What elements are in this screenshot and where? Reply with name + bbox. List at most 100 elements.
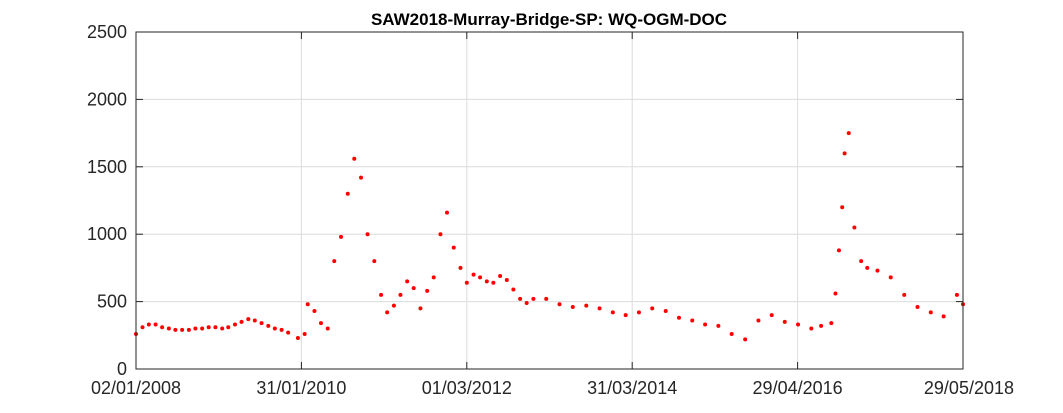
data-point: [318, 321, 323, 326]
data-point: [286, 330, 291, 335]
y-tick-label: 1500: [87, 157, 127, 177]
data-point: [782, 319, 787, 324]
data-point: [146, 322, 151, 327]
data-point: [928, 310, 933, 315]
data-point: [458, 265, 463, 270]
data-point: [213, 325, 218, 330]
data-point: [471, 272, 476, 277]
data-point: [372, 259, 377, 264]
x-tick-label: 29/04/2016: [753, 378, 843, 398]
data-point: [206, 325, 211, 330]
gridlines: [136, 32, 963, 369]
data-point: [888, 275, 893, 280]
y-tick-label: 2000: [87, 89, 127, 109]
data-point: [597, 306, 602, 311]
data-point: [478, 275, 483, 280]
data-point: [584, 303, 589, 308]
y-tick-label: 0: [117, 359, 127, 379]
data-point: [431, 275, 436, 280]
y-axis-ticks: 0 500 1000 1500 2000 2500: [87, 22, 963, 379]
x-tick-label: 02/01/2008: [91, 378, 181, 398]
data-point: [836, 248, 841, 253]
data-point: [518, 296, 523, 301]
data-point: [690, 318, 695, 323]
x-tick-label: 31/01/2010: [256, 378, 346, 398]
data-point: [272, 326, 277, 331]
data-point: [153, 322, 158, 327]
data-point: [703, 322, 708, 327]
data-point: [954, 292, 959, 297]
data-point: [173, 327, 178, 332]
data-point: [379, 292, 384, 297]
data-point: [438, 232, 443, 237]
data-point: [160, 325, 165, 330]
data-point: [531, 296, 536, 301]
data-point: [385, 310, 390, 315]
data-point: [544, 296, 549, 301]
data-point: [846, 131, 851, 136]
data-point: [809, 326, 814, 331]
data-point: [359, 175, 364, 180]
data-point: [840, 205, 845, 210]
x-tick-label: 01/03/2012: [422, 378, 512, 398]
data-point: [491, 280, 496, 285]
data-point: [365, 232, 370, 237]
data-point: [716, 323, 721, 328]
data-point: [405, 279, 410, 284]
data-point: [226, 325, 231, 330]
data-point: [915, 304, 920, 309]
y-tick-label: 2500: [87, 22, 127, 42]
data-point: [411, 286, 416, 291]
chart-title: SAW2018-Murray-Bridge-SP: WQ-OGM-DOC: [371, 10, 727, 29]
data-point: [769, 313, 774, 318]
x-tick-label: 29/05/2018: [924, 378, 1014, 398]
data-point: [233, 322, 238, 327]
data-point: [312, 309, 317, 314]
data-point: [398, 292, 403, 297]
data-point: [140, 325, 145, 330]
data-point: [180, 327, 185, 332]
data-point: [756, 318, 761, 323]
data-point: [295, 335, 300, 340]
data-point: [498, 273, 503, 278]
data-point: [246, 317, 251, 322]
data-point: [636, 310, 641, 315]
data-points: [134, 131, 965, 342]
data-point: [865, 265, 870, 270]
data-point: [266, 323, 271, 328]
data-point: [570, 304, 575, 309]
data-point: [200, 326, 205, 331]
data-point: [859, 259, 864, 264]
data-point: [302, 331, 307, 336]
plot-background: [136, 32, 963, 369]
data-point: [941, 314, 946, 319]
plot-frame: [135, 31, 964, 370]
data-point: [524, 300, 529, 305]
data-point: [444, 210, 449, 215]
data-point: [511, 287, 516, 292]
data-point: [186, 327, 191, 332]
data-point: [743, 337, 748, 342]
data-point: [352, 156, 357, 161]
data-point: [484, 279, 489, 284]
data-point: [796, 322, 801, 327]
data-point: [332, 259, 337, 264]
data-point: [166, 326, 171, 331]
data-point: [391, 303, 396, 308]
data-point: [451, 245, 456, 250]
x-tick-label: 31/03/2014: [587, 378, 677, 398]
data-point: [833, 291, 838, 296]
data-point: [279, 327, 284, 332]
data-point: [842, 151, 847, 156]
data-point: [220, 326, 225, 331]
data-point: [425, 288, 430, 293]
data-point: [902, 292, 907, 297]
data-point: [729, 331, 734, 336]
data-point: [676, 315, 681, 320]
data-point: [610, 310, 615, 315]
y-tick-label: 1000: [87, 224, 127, 244]
data-point: [239, 319, 244, 324]
data-point: [829, 321, 834, 326]
data-point: [650, 306, 655, 311]
